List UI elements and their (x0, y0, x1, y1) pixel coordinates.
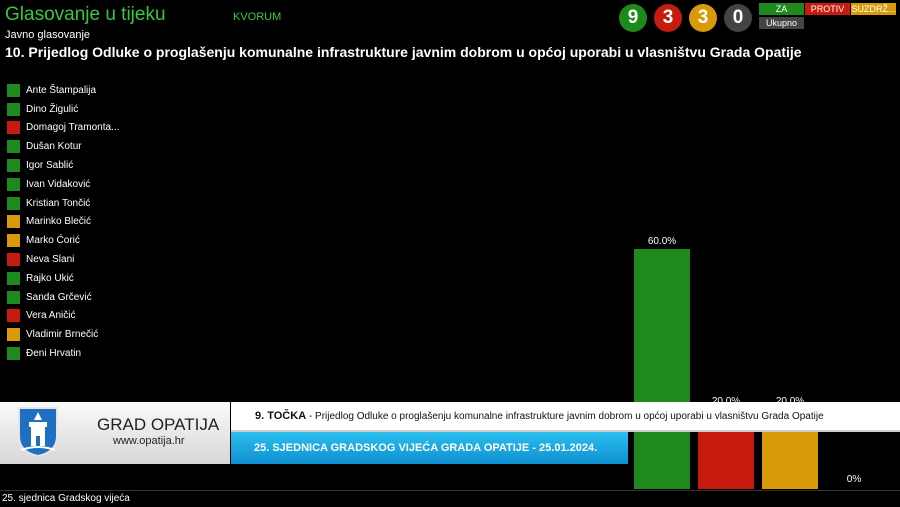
count-protiv: 3 (654, 4, 682, 32)
vote-legend: ZA PROTIV SUZDRŽ... Ukupno (759, 3, 897, 29)
legend-ukupno: Ukupno (759, 17, 804, 29)
vote-square (7, 121, 20, 135)
vote-square (7, 215, 20, 229)
voter-row: Ante Štampalija (7, 81, 119, 100)
voter-row: Marko Ćorić (7, 231, 119, 250)
voter-name: Sanda Grčević (26, 291, 92, 303)
voter-row: Igor Sablić (7, 156, 119, 175)
footer-status: 25. sjednica Gradskog vijeća (0, 490, 900, 507)
voter-name: Rajko Ukić (26, 272, 74, 284)
agenda-topic-banner: 9. TOČKA - Prijedlog Odluke o proglašenj… (231, 402, 900, 432)
voter-name: Kristian Tončić (26, 197, 91, 209)
city-crest-icon (18, 407, 58, 458)
vote-square (7, 83, 20, 97)
topic-text: 9. TOČKA - Prijedlog Odluke o proglašenj… (255, 410, 824, 422)
city-website: www.opatija.hr (113, 435, 185, 447)
voter-name: Domagoj Tramonta... (26, 122, 120, 134)
vote-square (7, 140, 20, 154)
voter-name: Neva Slani (26, 254, 75, 266)
vote-square (7, 328, 20, 342)
voter-row: Rajko Ukić (7, 269, 119, 288)
voter-row: Marinko Blečić (7, 213, 119, 232)
voter-row: Vladimir Brnečić (7, 325, 119, 344)
voting-type: Javno glasovanje (5, 29, 91, 41)
bar-0 (634, 249, 690, 489)
count-suzdrz: 3 (689, 4, 717, 32)
voter-name: Vera Aničić (26, 310, 76, 322)
voter-name: Vladimir Brnečić (26, 329, 99, 341)
count-za: 9 (619, 4, 647, 32)
voter-row: Đeni Hrvatin (7, 344, 119, 363)
voter-name: Ante Štampalija (26, 84, 97, 96)
voter-row: Dino Žigulić (7, 100, 119, 119)
session-title: 25. SJEDNICA GRADSKOG VIJEĆA GRADA OPATI… (254, 442, 598, 454)
session-banner: 25. SJEDNICA GRADSKOG VIJEĆA GRADA OPATI… (231, 432, 628, 464)
voter-name: Dušan Kotur (26, 141, 82, 153)
topic-number: 9. TOČKA (255, 410, 307, 422)
voter-list: Ante Štampalija Dino Žigulić Domagoj Tra… (7, 81, 119, 363)
voter-name: Marko Ćorić (26, 235, 80, 247)
voter-row: Vera Aničić (7, 307, 119, 326)
voter-row: Neva Slani (7, 250, 119, 269)
voter-name: Dino Žigulić (26, 103, 79, 115)
voter-row: Sanda Grčević (7, 288, 119, 307)
vote-square (7, 290, 20, 304)
voter-name: Marinko Blečić (26, 216, 92, 228)
vote-counts: 9 3 3 0 (619, 4, 752, 32)
legend-za: ZA (759, 3, 804, 15)
vote-square (7, 347, 20, 361)
voter-row: Domagoj Tramonta... (7, 119, 119, 138)
vote-square (7, 196, 20, 210)
vote-square (7, 271, 20, 285)
legend-suzdrz: SUZDRŽ... (851, 3, 896, 15)
voter-row: Kristian Tončić (7, 194, 119, 213)
vote-square (7, 253, 20, 267)
vote-square (7, 102, 20, 116)
bar-label-3: 0% (847, 474, 862, 485)
city-name: GRAD OPATIJA (97, 415, 220, 434)
topic-description: - Prijedlog Odluke o proglašenju komunal… (306, 411, 824, 422)
voter-name: Igor Sablić (26, 160, 74, 172)
voter-row: Ivan Vidaković (7, 175, 119, 194)
vote-square (7, 177, 20, 191)
bar-label-0: 60.0% (648, 236, 676, 247)
legend-protiv: PROTIV (805, 3, 850, 15)
voter-row: Dušan Kotur (7, 137, 119, 156)
page-title: Glasovanje u tijeku (5, 4, 166, 25)
vote-square (7, 309, 20, 323)
voter-name: Ivan Vidaković (26, 178, 91, 190)
agenda-question: 10. Prijedlog Odluke o proglašenju komun… (5, 44, 802, 60)
kvorum-label: KVORUM (233, 11, 282, 23)
count-ukupno: 0 (724, 4, 752, 32)
voter-name: Đeni Hrvatin (26, 348, 82, 360)
vote-square (7, 159, 20, 173)
vote-square (7, 234, 20, 248)
